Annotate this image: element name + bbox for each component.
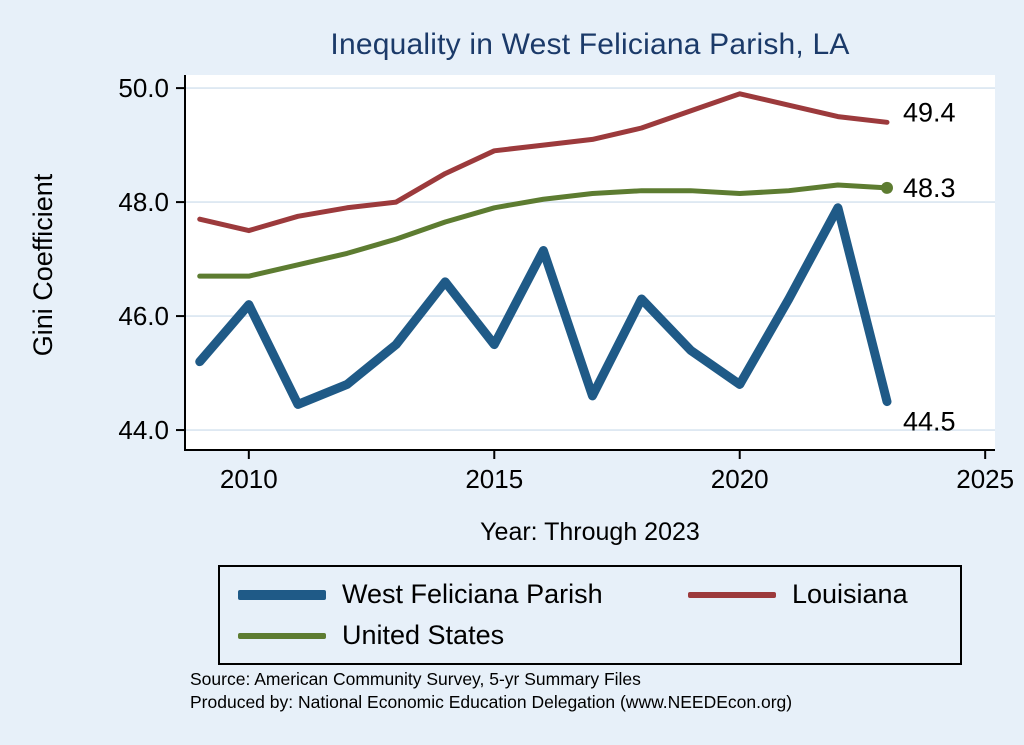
svg-text:44.0: 44.0 [118, 415, 169, 445]
svg-text:50.0: 50.0 [118, 73, 169, 103]
legend-item-west-feliciana: West Feliciana Parish [238, 579, 688, 610]
svg-text:2015: 2015 [465, 464, 523, 494]
svg-text:46.0: 46.0 [118, 301, 169, 331]
svg-text:2020: 2020 [711, 464, 769, 494]
svg-text:2025: 2025 [956, 464, 1014, 494]
svg-text:44.5: 44.5 [903, 407, 956, 437]
x-axis-title: Year: Through 2023 [480, 518, 700, 546]
svg-text:48.3: 48.3 [903, 173, 956, 203]
legend-item-united-states: United States [238, 620, 688, 651]
svg-text:2010: 2010 [220, 464, 278, 494]
legend: West Feliciana Parish Louisiana United S… [218, 565, 962, 665]
footer-notes: Source: American Community Survey, 5-yr … [190, 668, 990, 714]
y-axis-title: Gini Coefficient [28, 173, 58, 357]
legend-item-louisiana: Louisiana [688, 579, 950, 610]
legend-label-west-feliciana: West Feliciana Parish [342, 579, 603, 609]
legend-line-swatch-west-feliciana [238, 589, 326, 600]
svg-text:48.0: 48.0 [118, 187, 169, 217]
chart-title: Inequality in West Feliciana Parish, LA [330, 28, 850, 61]
source-note: Source: American Community Survey, 5-yr … [190, 669, 641, 689]
legend-label-united-states: United States [342, 620, 505, 650]
legend-line-swatch-united-states [238, 632, 326, 639]
legend-line-swatch-louisiana [688, 591, 776, 598]
legend-label-louisiana: Louisiana [792, 579, 908, 609]
produced-by-note: Produced by: National Economic Education… [190, 691, 793, 712]
svg-text:49.4: 49.4 [903, 97, 956, 127]
